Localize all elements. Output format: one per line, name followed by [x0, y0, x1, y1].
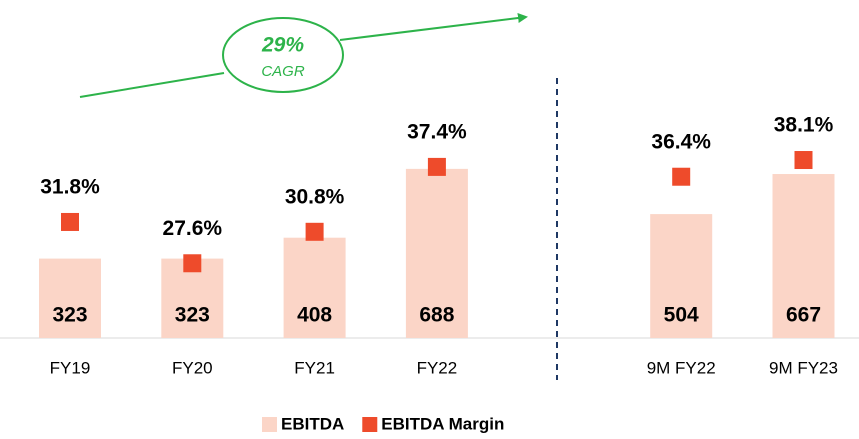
- bar-label: 667: [786, 304, 821, 327]
- x-tick-label: FY22: [417, 358, 458, 377]
- cagr-arrow: [79, 72, 225, 98]
- legend-swatch: [262, 417, 277, 432]
- margin-label: 37.4%: [407, 120, 467, 143]
- legend-label: EBITDA Margin: [381, 414, 504, 433]
- bar: [650, 214, 713, 338]
- margin-marker: [427, 157, 446, 176]
- bar-label: 323: [52, 304, 87, 327]
- bar-label: 323: [175, 304, 210, 327]
- legend-swatch: [362, 417, 378, 432]
- x-tick-label: 9M FY23: [769, 358, 838, 377]
- margin-marker: [183, 254, 202, 273]
- bar-label: 688: [419, 304, 454, 327]
- margin-marker: [794, 151, 813, 170]
- cagr-label: CAGR: [261, 63, 305, 80]
- margin-label: 30.8%: [285, 185, 345, 208]
- margin-label: 31.8%: [40, 176, 100, 199]
- cagr-arrow: [339, 13, 528, 41]
- bar-label: 408: [297, 304, 332, 327]
- bar: [405, 168, 468, 338]
- bar: [39, 258, 101, 338]
- legend-label: EBITDA: [281, 414, 344, 433]
- margin-marker: [61, 212, 79, 231]
- margin-marker: [305, 222, 324, 241]
- bar: [283, 237, 346, 338]
- x-tick-label: FY21: [294, 358, 335, 377]
- margin-label: 27.6%: [163, 217, 223, 240]
- bar: [772, 174, 835, 338]
- margin-label: 36.4%: [651, 130, 711, 153]
- x-tick-label: 9M FY22: [647, 358, 716, 377]
- cagr-ellipse: [222, 17, 344, 93]
- margin-label: 38.1%: [774, 114, 834, 137]
- x-tick-label: FY20: [172, 358, 213, 377]
- bar-label: 504: [664, 304, 699, 327]
- cagr-value: 29%: [261, 34, 304, 57]
- margin-marker: [672, 167, 691, 186]
- x-tick-label: FY19: [50, 358, 91, 377]
